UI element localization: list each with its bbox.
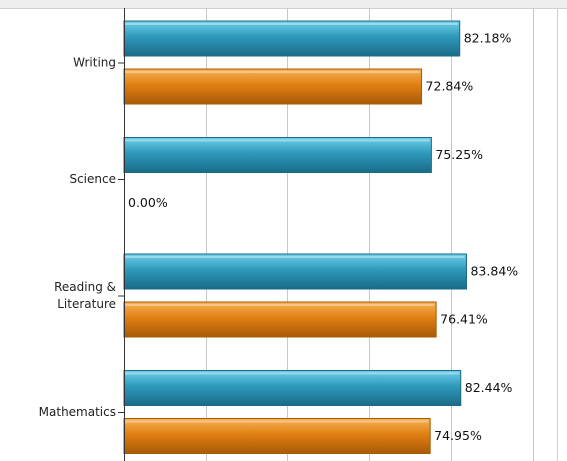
data-label-blue-1: 75.25% xyxy=(435,147,483,162)
bar-blue-0 xyxy=(123,20,461,57)
bar-blue-3 xyxy=(123,370,462,406)
bar-orange-0 xyxy=(123,68,423,105)
category-label-3: Mathematics xyxy=(39,405,116,419)
bar-blue-1 xyxy=(123,137,432,173)
data-label-blue-2: 83.84% xyxy=(470,264,518,279)
category-label-1: Science xyxy=(69,172,116,186)
bar-orange-3 xyxy=(123,418,431,454)
category-label-0: Writing xyxy=(73,56,116,70)
data-label-blue-0: 82.18% xyxy=(464,31,512,46)
bar-blue-2 xyxy=(123,253,467,290)
data-label-orange-0: 72.84% xyxy=(426,79,474,94)
bar-orange-2 xyxy=(123,301,437,338)
data-label-orange-1: 0.00% xyxy=(128,195,168,210)
data-label-orange-2: 76.41% xyxy=(440,312,488,327)
frame-top-strip xyxy=(0,0,567,8)
category-label-2: Reading & Literature xyxy=(54,280,116,311)
data-label-blue-3: 82.44% xyxy=(465,380,513,395)
data-label-orange-3: 74.95% xyxy=(434,428,482,443)
